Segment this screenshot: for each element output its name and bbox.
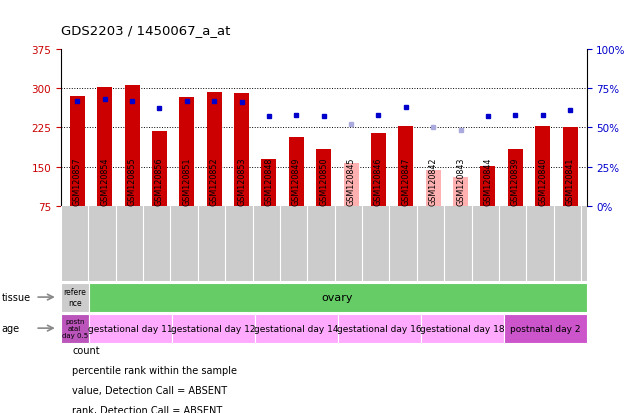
Text: refere
nce: refere nce [63, 288, 86, 307]
Bar [420, 314, 504, 343]
Text: rank, Detection Call = ABSENT: rank, Detection Call = ABSENT [72, 405, 222, 413]
Bar [453, 178, 468, 206]
Bar [61, 314, 88, 343]
Bar [481, 166, 495, 206]
Text: gestational day 12: gestational day 12 [171, 324, 255, 333]
Bar [535, 127, 550, 206]
Bar [206, 93, 222, 206]
Bar [338, 314, 420, 343]
Text: gestational day 16: gestational day 16 [337, 324, 421, 333]
Text: percentile rank within the sample: percentile rank within the sample [72, 365, 237, 375]
Bar [124, 86, 140, 206]
Bar [316, 150, 331, 206]
Bar [97, 88, 112, 206]
Bar [344, 164, 358, 206]
Bar [426, 171, 441, 206]
Text: GDS2203 / 1450067_a_at: GDS2203 / 1450067_a_at [61, 24, 230, 37]
Text: postnatal day 2: postnatal day 2 [510, 324, 580, 333]
Text: gestational day 11: gestational day 11 [88, 324, 172, 333]
Bar [504, 314, 587, 343]
Bar [61, 283, 88, 312]
Text: ovary: ovary [322, 292, 353, 302]
Bar [563, 128, 578, 206]
Text: age: age [1, 323, 19, 333]
Bar [172, 314, 254, 343]
Text: tissue: tissue [1, 292, 30, 302]
Bar [254, 314, 338, 343]
Bar [398, 126, 413, 206]
Text: gestational day 18: gestational day 18 [420, 324, 504, 333]
Bar [508, 150, 523, 206]
Bar [70, 97, 85, 206]
Bar [234, 94, 249, 206]
Bar [152, 132, 167, 206]
Bar [371, 133, 386, 206]
Bar [179, 98, 194, 206]
Bar [262, 159, 276, 206]
Text: count: count [72, 345, 100, 355]
Text: gestational day 14: gestational day 14 [254, 324, 338, 333]
Text: value, Detection Call = ABSENT: value, Detection Call = ABSENT [72, 385, 228, 395]
Bar [289, 138, 304, 206]
Bar [88, 314, 172, 343]
Text: postn
atal
day 0.5: postn atal day 0.5 [62, 318, 88, 338]
